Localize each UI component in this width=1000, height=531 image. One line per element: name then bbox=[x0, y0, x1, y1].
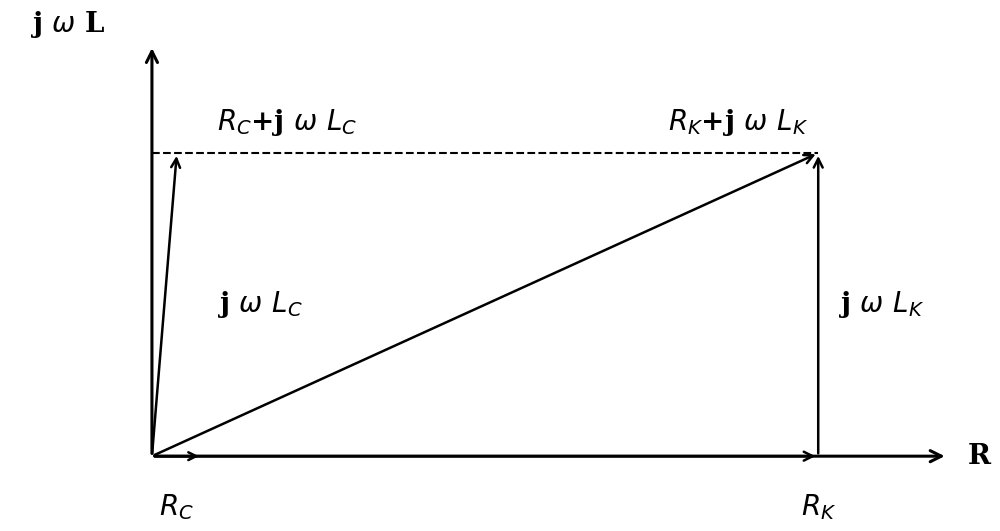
Text: $R_K$+j $\omega$ $L_K$: $R_K$+j $\omega$ $L_K$ bbox=[668, 107, 808, 138]
Text: j $\omega$ $L_K$: j $\omega$ $L_K$ bbox=[838, 289, 924, 320]
Text: j $\omega$ L: j $\omega$ L bbox=[30, 9, 105, 40]
Text: R: R bbox=[967, 443, 990, 470]
Text: $R_K$: $R_K$ bbox=[801, 492, 836, 522]
Text: $R_C$: $R_C$ bbox=[159, 492, 194, 522]
Text: $R_C$+j $\omega$ $L_C$: $R_C$+j $\omega$ $L_C$ bbox=[217, 107, 357, 138]
Text: j $\omega$ $L_C$: j $\omega$ $L_C$ bbox=[217, 289, 302, 320]
